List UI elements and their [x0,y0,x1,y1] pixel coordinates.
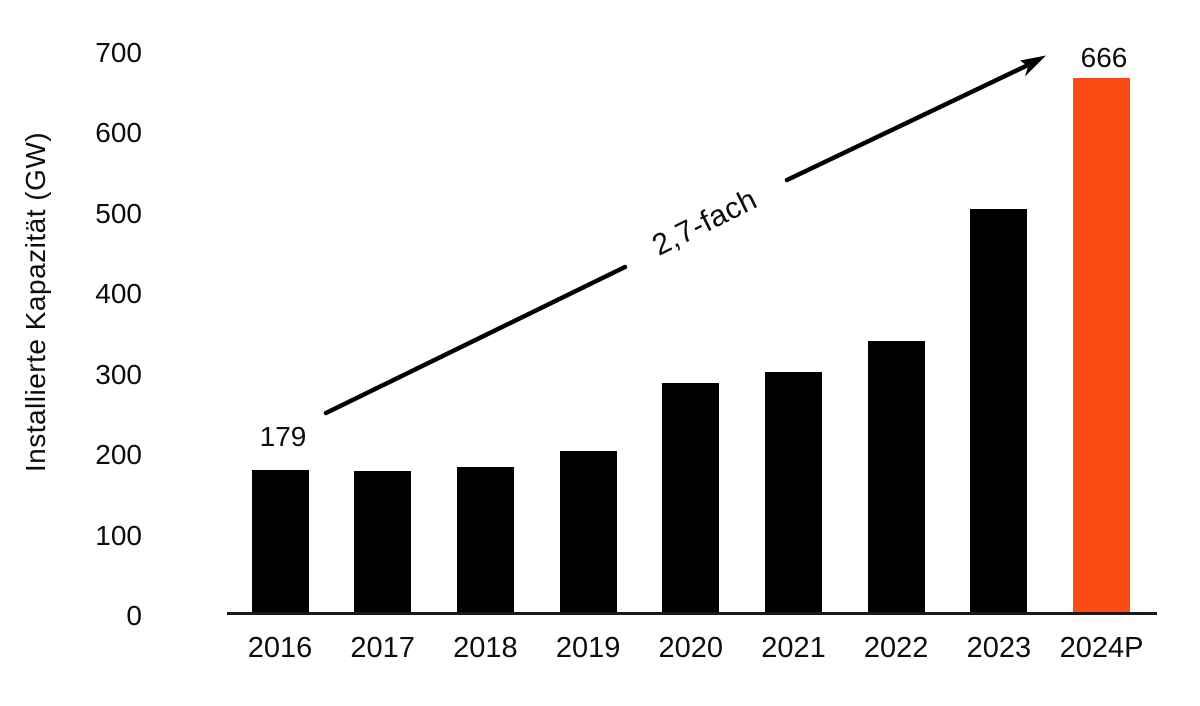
x-tick-label-2018: 2018 [453,632,518,664]
bar-2023 [970,209,1028,614]
bar-2020 [662,382,720,614]
x-tick-label-2016: 2016 [247,632,313,664]
y-tick-label-200: 200 [95,439,142,470]
growth-arrow-segment-1 [323,264,628,416]
data-label-first-bar: 179 [259,421,307,452]
y-tick-label-300: 300 [95,358,142,390]
bar-2017 [354,470,412,614]
y-tick-label-500: 500 [95,197,142,229]
bar-2018 [456,466,514,614]
y-tick-label-700: 700 [95,36,142,68]
y-tick-label-100: 100 [95,519,142,551]
bar-2019 [559,451,617,614]
x-tick-label-2019: 2019 [555,632,621,664]
bar-2021 [765,371,822,614]
x-tick-label-2024P: 2024P [1059,632,1144,664]
x-tick-label-2023: 2023 [966,632,1032,664]
x-tick-label-2022: 2022 [863,632,929,664]
x-tick-label-2020: 2020 [658,632,724,664]
y-tick-label-400: 400 [95,278,142,309]
x-tick-label-2021: 2021 [761,632,826,664]
y-tick-label-600: 600 [95,117,142,148]
bar-2022 [867,341,925,614]
bar-2024P [1073,77,1131,614]
x-axis-line [227,612,1157,615]
growth-arrow-head [1020,55,1046,77]
x-tick-label-2017: 2017 [350,632,415,664]
growth-arrow-segment-2 [784,63,1029,183]
bar-2016 [251,469,309,614]
y-tick-label-0: 0 [126,600,142,631]
growth-annotation: 2,7-fach [647,182,763,263]
data-label-last-bar: 666 [1080,42,1128,73]
